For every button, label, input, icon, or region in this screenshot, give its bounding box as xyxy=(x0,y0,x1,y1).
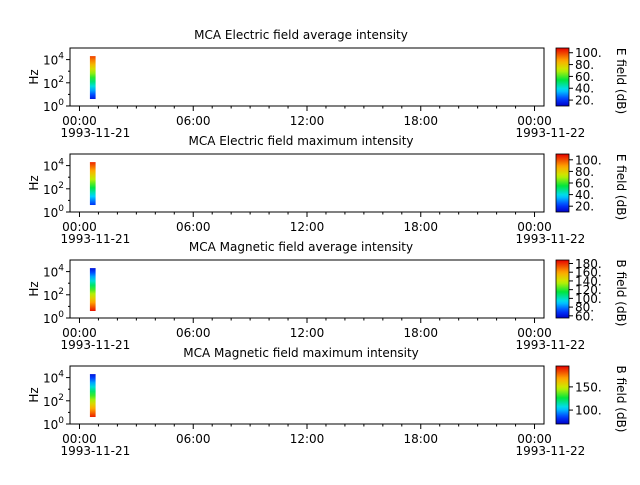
plot-frame xyxy=(69,259,545,319)
colorbar-tick-label: 100. xyxy=(575,292,602,306)
x-tick-label: 18:00 xyxy=(403,326,438,340)
x-tick-label: 06:00 xyxy=(176,326,211,340)
x-tick-label: 00:00 xyxy=(62,220,97,234)
colorbar-label: E field (dB) xyxy=(614,154,628,220)
y-tick-label: 100 xyxy=(43,204,64,220)
panel-title: MCA Magnetic field average intensity xyxy=(189,240,413,254)
y-tick-label: 100 xyxy=(43,416,64,432)
colorbar-tick-label: 160. xyxy=(575,266,602,280)
plot-frame xyxy=(69,47,545,107)
colorbar-tick-label: 20. xyxy=(575,200,594,214)
x-tick-label: 00:00 xyxy=(62,432,97,446)
x-tick-label: 06:00 xyxy=(176,114,211,128)
x-tick-label: 18:00 xyxy=(403,432,438,446)
colorbar-label: B field (dB) xyxy=(614,260,628,327)
x-tick-label: 00:00 xyxy=(62,114,97,128)
y-axis-label: Hz xyxy=(27,69,41,84)
colorbar-tick-label: 80. xyxy=(575,301,594,315)
spectrum-band xyxy=(89,374,96,418)
x-tick-label: 06:00 xyxy=(176,432,211,446)
panel-2: MCA Electric field maximum intensity 100 1… xyxy=(27,134,628,246)
spectrum-band xyxy=(89,162,96,206)
start-date-label: 1993-11-21 xyxy=(60,444,130,458)
end-date-label: 1993-11-22 xyxy=(516,232,586,246)
y-axis-label: Hz xyxy=(27,387,41,402)
panel-1: MCA Electric field average intensity 100 1… xyxy=(27,28,628,140)
y-tick-label: 102 xyxy=(43,393,64,409)
x-tick-label: 00:00 xyxy=(517,432,552,446)
start-date-label: 1993-11-21 xyxy=(60,126,130,140)
colorbar-tick-label: 100. xyxy=(575,46,602,60)
x-tick-label: 12:00 xyxy=(290,220,325,234)
spectrum-band xyxy=(89,268,96,312)
x-tick-label: 00:00 xyxy=(517,114,552,128)
colorbar xyxy=(555,47,570,107)
colorbar-label: E field (dB) xyxy=(614,48,628,114)
colorbar-tick-label: 180. xyxy=(575,257,602,271)
x-tick-label: 18:00 xyxy=(403,114,438,128)
colorbar-tick-label: 40. xyxy=(575,82,594,96)
x-tick-label: 00:00 xyxy=(517,220,552,234)
colorbar-tick-label: 80. xyxy=(575,165,594,179)
y-tick-label: 100 xyxy=(43,310,64,326)
spectrum-band xyxy=(89,56,96,100)
colorbar-tick-label: 60. xyxy=(575,177,594,191)
colorbar-label: B field (dB) xyxy=(614,366,628,433)
colorbar-tick-label: 120. xyxy=(575,283,602,297)
x-tick-label: 12:00 xyxy=(290,326,325,340)
panel-title: MCA Electric field maximum intensity xyxy=(188,134,413,148)
colorbar-tick-label: 140. xyxy=(575,274,602,288)
x-tick-label: 18:00 xyxy=(403,220,438,234)
x-tick-label: 12:00 xyxy=(290,114,325,128)
y-tick-label: 104 xyxy=(43,158,64,174)
y-tick-label: 104 xyxy=(43,370,64,386)
panel-title: MCA Electric field average intensity xyxy=(194,28,408,42)
colorbar-tick-label: 150. xyxy=(575,380,602,394)
panel-3: MCA Magnetic field average intensity 100 1… xyxy=(27,240,628,352)
x-tick-label: 00:00 xyxy=(517,326,552,340)
colorbar xyxy=(555,153,570,213)
panel-4: MCA Magnetic field maximum intensity 100 1… xyxy=(27,346,628,458)
plot-frame xyxy=(69,153,545,213)
x-tick-label: 06:00 xyxy=(176,220,211,234)
colorbar-tick-label: 100. xyxy=(575,153,602,167)
end-date-label: 1993-11-22 xyxy=(516,126,586,140)
colorbar-tick-label: 40. xyxy=(575,188,594,202)
colorbar-tick-label: 60. xyxy=(575,70,594,84)
colorbar-tick-label: 60. xyxy=(575,309,594,323)
plot-frame xyxy=(69,365,545,425)
colorbar-tick-label: 100. xyxy=(575,404,602,418)
y-tick-label: 100 xyxy=(43,98,64,114)
x-tick-label: 00:00 xyxy=(62,326,97,340)
colorbar xyxy=(555,259,570,319)
y-axis-label: Hz xyxy=(27,175,41,190)
y-tick-label: 102 xyxy=(43,75,64,91)
start-date-label: 1993-11-21 xyxy=(60,232,130,246)
end-date-label: 1993-11-22 xyxy=(516,338,586,352)
colorbar-tick-label: 20. xyxy=(575,94,594,108)
y-tick-label: 104 xyxy=(43,264,64,280)
colorbar xyxy=(555,365,570,425)
colorbar-tick-label: 80. xyxy=(575,58,594,72)
end-date-label: 1993-11-22 xyxy=(516,444,586,458)
y-tick-label: 102 xyxy=(43,181,64,197)
x-tick-label: 12:00 xyxy=(290,432,325,446)
y-axis-label: Hz xyxy=(27,281,41,296)
y-tick-label: 102 xyxy=(43,287,64,303)
y-tick-label: 104 xyxy=(43,52,64,68)
start-date-label: 1993-11-21 xyxy=(60,338,130,352)
panel-title: MCA Magnetic field maximum intensity xyxy=(183,346,419,360)
